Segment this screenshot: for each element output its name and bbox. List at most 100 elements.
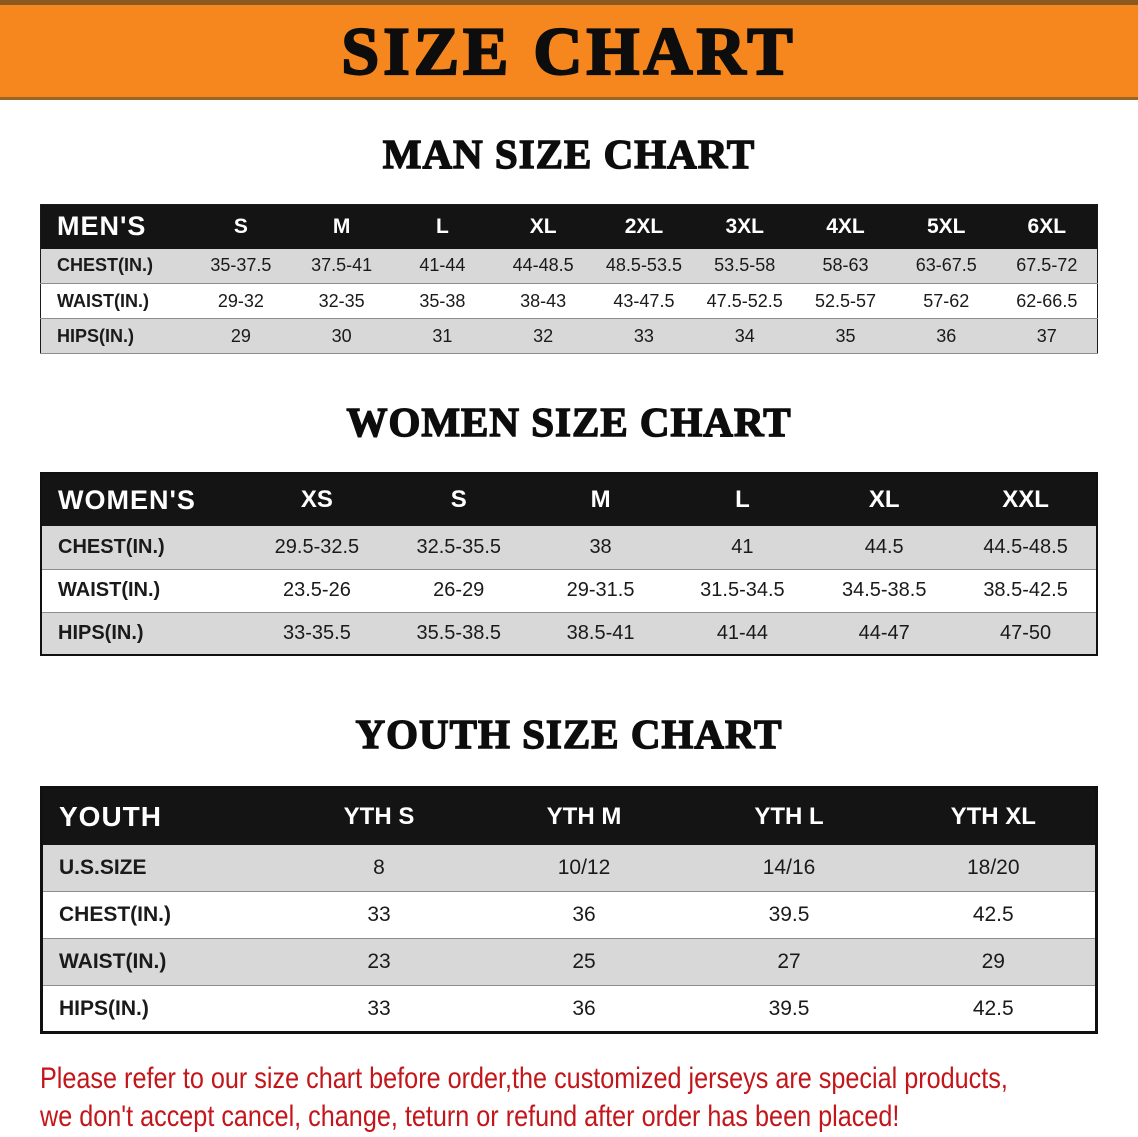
row-label-cell: CHEST(IN.) (59, 903, 171, 926)
value-cell: 37 (1036, 325, 1057, 346)
table-title-cell: MEN'S (57, 211, 147, 242)
row-label-cell: CHEST(IN.) (57, 255, 153, 276)
section-men: MAN SIZE CHART MEN'S S M L XL 2XL 3XL 4XL 5XL 6XL… (0, 130, 1138, 354)
value-cell: 36 (572, 903, 596, 926)
table-row: CHEST(IN.) 29.5-32.5 32.5-35.5 38 41 44.5 44.5… (41, 526, 1097, 569)
value-cell: 35.5-38.5 (416, 621, 501, 644)
row-label-cell: WAIST(IN.) (57, 290, 149, 311)
value-cell: 38-43 (520, 290, 567, 311)
value-cell: 41 (731, 535, 754, 558)
youth-size-table: YOUTH YTH S YTH M YTH L YTH XL U.S.SIZE 8 10/12… (40, 786, 1098, 1034)
table-row: WAIST(IN.) 23 25 27 29 (41, 938, 1097, 986)
size-column-header: XL (868, 486, 900, 513)
size-column-header: YTH M (546, 802, 622, 830)
size-column-header: L (735, 486, 750, 513)
value-cell: 35-38 (419, 290, 466, 311)
value-cell: 36 (572, 996, 596, 1020)
value-cell: 44.5-48.5 (983, 535, 1068, 558)
value-cell: 42.5 (972, 996, 1014, 1020)
size-column-header: S (233, 214, 248, 238)
value-cell: 35-37.5 (210, 255, 272, 276)
value-cell: 10/12 (557, 855, 611, 879)
row-label-cell: HIPS(IN.) (57, 325, 135, 346)
header-row: WOMEN'S XS S M L XL XXL (41, 473, 1097, 526)
value-cell: 36 (936, 325, 957, 346)
size-column-header: XL (529, 214, 557, 238)
value-cell: 47-50 (999, 621, 1052, 644)
section-youth: YOUTH SIZE CHART YOUTH YTH S YTH M YTH L YTH… (0, 710, 1138, 1034)
value-cell: 33 (367, 903, 391, 926)
banner: SIZE CHART (0, 0, 1138, 100)
value-cell: 41-44 (419, 255, 466, 276)
table-row: CHEST(IN.) 35-37.5 37.5-41 41-44 44-48.5 48.5… (40, 248, 1098, 284)
table-row: HIPS(IN.) 29 30 31 32 33 34 35 36 37 (40, 318, 1098, 354)
size-column-header: M (590, 486, 611, 513)
value-cell: 29-31.5 (566, 579, 635, 601)
table-row: WAIST(IN.) 23.5-26 26-29 29-31.5 31.5-34.5 34… (41, 569, 1097, 612)
row-label-cell: WAIST(IN.) (59, 950, 167, 973)
value-cell: 29-32 (217, 290, 264, 311)
value-cell: 42.5 (972, 903, 1014, 926)
value-cell: 18/20 (966, 855, 1020, 879)
youth-section-heading: YOUTH SIZE CHART (355, 710, 783, 757)
table-title-cell: YOUTH (59, 800, 162, 832)
header-row: MEN'S S M L XL 2XL 3XL 4XL 5XL 6XL (40, 204, 1098, 249)
value-cell: 34.5-38.5 (841, 579, 927, 601)
size-column-header: 5XL (926, 214, 966, 238)
size-column-header: YTH S (343, 802, 415, 830)
womens-size-table: WOMEN'S XS S M L XL XXL CHEST(IN.) 29.5-32.5 32.5… (40, 472, 1098, 656)
row-label-cell: HIPS(IN.) (59, 996, 149, 1020)
size-column-header: XS (300, 486, 333, 513)
value-cell: 48.5-53.5 (605, 255, 682, 276)
value-cell: 63-67.5 (915, 255, 977, 276)
value-cell: 33-35.5 (282, 621, 351, 644)
value-cell: 33 (633, 325, 654, 346)
size-column-header: 3XL (725, 214, 764, 238)
value-cell: 62-66.5 (1016, 290, 1078, 311)
value-cell: 30 (331, 325, 352, 346)
section-women: WOMEN SIZE CHART WOMEN'S XS S M L XL XXL CHEST(… (0, 398, 1138, 656)
value-cell: 29.5-32.5 (274, 535, 360, 558)
value-cell: 23.5-26 (282, 579, 351, 601)
size-column-header: L (436, 214, 449, 238)
value-cell: 52.5-57 (814, 290, 876, 311)
row-label-cell: U.S.SIZE (59, 855, 147, 879)
value-cell: 44-47 (858, 621, 910, 644)
value-cell: 29 (981, 950, 1005, 973)
value-cell: 47.5-52.5 (706, 290, 783, 311)
table-row: WAIST(IN.) 29-32 32-35 35-38 38-43 43-47.5 47.… (40, 283, 1098, 319)
value-cell: 41-44 (716, 621, 768, 644)
disclaimer: Please refer to our size chart before or… (0, 1060, 1138, 1137)
value-cell: 39.5 (768, 903, 810, 926)
table-row: HIPS(IN.) 33 36 39.5 42.5 (41, 985, 1097, 1033)
disclaimer-line-2: we don't accept cancel, change, teturn o… (40, 1100, 900, 1134)
value-cell: 32 (533, 325, 554, 346)
page-title: SIZE CHART (340, 13, 797, 89)
table-row: U.S.SIZE 8 10/12 14/16 18/20 (41, 844, 1097, 892)
men-section-heading: MAN SIZE CHART (382, 130, 756, 177)
row-label-cell: WAIST(IN.) (58, 579, 161, 601)
value-cell: 53.5-58 (714, 255, 776, 276)
value-cell: 32.5-35.5 (416, 535, 501, 558)
size-column-header: YTH XL (950, 802, 1036, 830)
value-cell: 34 (734, 325, 755, 346)
value-cell: 38.5-41 (566, 621, 635, 644)
value-cell: 35 (835, 325, 856, 346)
value-cell: 8 (373, 855, 385, 879)
value-cell: 67.5-72 (1016, 255, 1078, 276)
value-cell: 37.5-41 (311, 255, 373, 276)
value-cell: 29 (230, 325, 251, 346)
value-cell: 23 (367, 950, 391, 973)
value-cell: 44.5 (864, 535, 904, 558)
women-table-host: WOMEN'S XS S M L XL XXL CHEST(IN.) 29.5-32.5 32.5… (0, 472, 1138, 656)
size-column-header: M (332, 214, 351, 238)
value-cell: 31 (432, 325, 453, 346)
value-cell: 43-47.5 (613, 290, 675, 311)
value-cell: 57-62 (923, 290, 970, 311)
men-table-host: MEN'S S M L XL 2XL 3XL 4XL 5XL 6XL CHEST(IN.) 35-37… (0, 204, 1138, 354)
size-column-header: XXL (1002, 486, 1049, 513)
table-row: CHEST(IN.) 33 36 39.5 42.5 (41, 891, 1097, 939)
row-label-cell: CHEST(IN.) (58, 535, 165, 558)
value-cell: 25 (572, 950, 596, 973)
